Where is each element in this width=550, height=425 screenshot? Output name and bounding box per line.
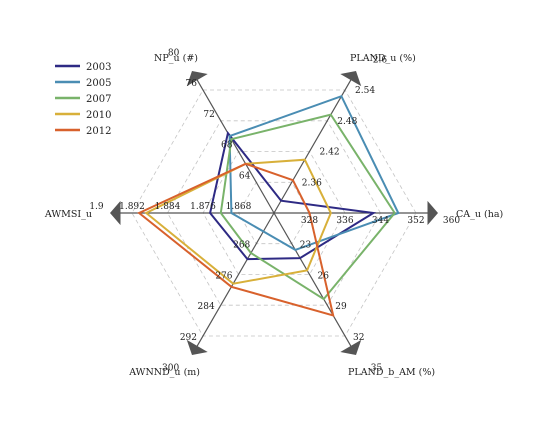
series-2003 [209,130,377,261]
legend-label: 2003 [86,62,111,73]
tick-label: 360 [443,216,460,226]
axis-title: PLAND_u (%) [350,53,416,64]
tick-label: 23 [300,241,312,251]
tick-label: 35 [371,364,383,374]
tick-label: 1.876 [190,202,216,212]
tick-label: 64 [239,171,251,181]
tick-label: 1.884 [155,202,181,212]
axis-title: AWNND_u (m) [128,367,200,378]
axis-arrowhead [427,200,438,226]
axis-title: PLAND_b_AM (%) [348,367,435,378]
tick-label: 68 [221,141,233,151]
axis-title: AWMSI_u [44,209,92,220]
axis-arrowhead [186,71,208,87]
legend-label: 2010 [86,110,111,121]
tick-labels: 328 336 344 352 360 2.36 2.42 2.48 2.54 2.6 64 68 72… [89,48,460,373]
legend: 2003 2005 2007 2010 2012 [55,62,111,137]
axis-arrowhead [340,339,362,355]
tick-label: 276 [215,272,232,282]
tick-label: 2.54 [355,86,375,96]
tick-label: 336 [336,216,353,226]
legend-label: 2007 [86,94,111,105]
tick-label: 26 [318,272,330,282]
tick-label: 29 [335,302,347,312]
tick-label: 1.892 [119,202,145,212]
series-2010 [144,158,332,285]
tick-label: 72 [203,110,214,120]
legend-label: 2012 [86,126,111,137]
axis-line [273,77,353,214]
tick-label: 76 [186,79,198,89]
axis-line [195,77,275,214]
legend-label: 2005 [86,78,111,89]
axis-titles: CA_u (ha) PLAND_u (%) NP_u (#) AWMSI_u AWNND… [44,53,503,378]
tick-label: 344 [372,216,389,226]
tick-label: 284 [198,302,215,312]
tick-label: 1.9 [89,202,104,212]
tick-label: 80 [168,48,180,58]
axis-title: NP_u (#) [154,53,198,64]
tick-label: 300 [162,364,179,374]
series-2012 [137,162,335,317]
axes [110,71,438,355]
series-2007 [219,113,396,301]
axis-line [273,212,353,349]
tick-label: 2.48 [337,117,357,127]
axis-title: CA_u (ha) [456,209,503,220]
tick-label: 292 [180,333,197,343]
series-2005 [228,94,400,251]
tick-label: 1.868 [226,202,252,212]
tick-label: 268 [233,241,250,251]
tick-label: 2.42 [320,148,340,158]
axis-arrowhead [340,71,362,87]
axis-arrowhead [110,200,121,226]
tick-label: 2.6 [373,55,388,65]
tick-label: 32 [353,333,364,343]
tick-label: 328 [301,216,318,226]
axis-arrowhead [186,339,208,355]
axis-line [195,212,275,349]
tick-label: 2.36 [302,178,322,188]
tick-label: 352 [407,216,424,226]
series-lines [137,94,400,317]
